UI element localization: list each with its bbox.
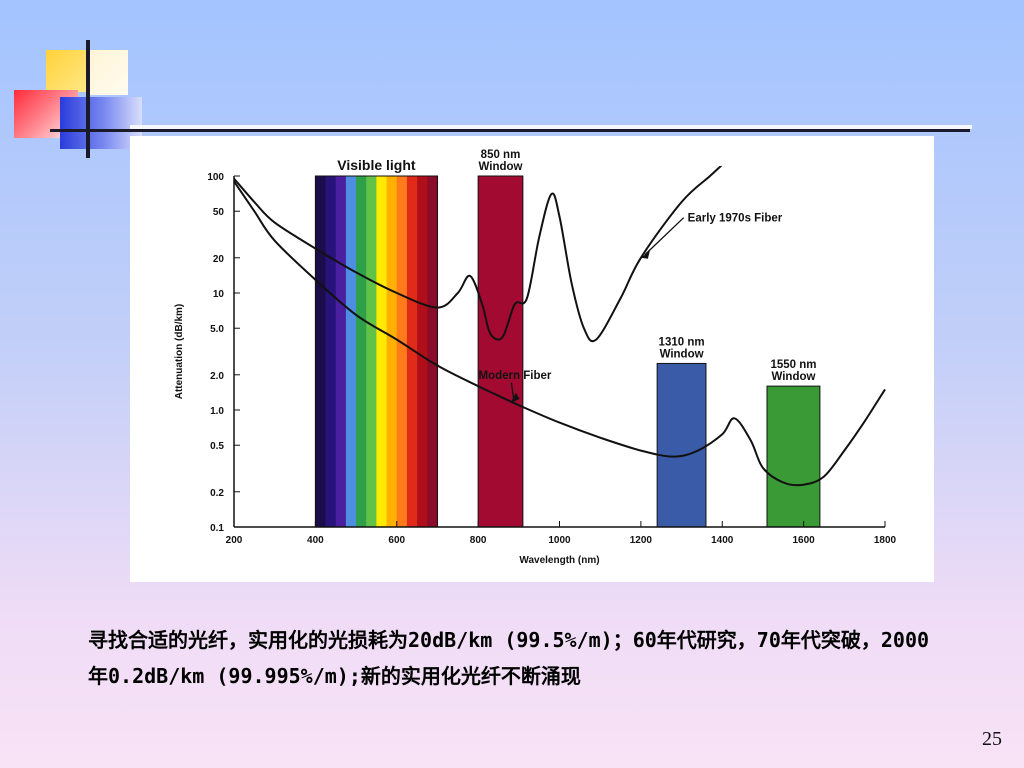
deco-blue-square [60,97,142,149]
x-tick-label: 200 [226,535,243,546]
window-band-label: 850 nm [481,149,521,161]
y-tick-label: 0.2 [210,488,224,499]
window-band-label: 1310 nm [659,336,705,348]
y-axis-label: Attenuation (dB/km) [174,304,185,400]
visible-light-stripe [386,176,398,527]
y-tick-label: 1.0 [210,406,224,417]
x-tick-label: 1800 [874,535,897,546]
y-tick-label: 2.0 [210,371,224,382]
y-tick-label: 50 [213,207,225,218]
slide-number: 25 [982,728,1002,750]
visible-light-stripe [335,176,347,527]
window-band [766,385,821,528]
visible-light-stripe [406,176,418,527]
window-band [656,362,707,528]
early-1970s-fiber-arrow [644,217,685,256]
deco-vertical-rule [86,40,90,158]
window-band-label: Window [660,348,704,360]
x-axis-label: Wavelength (nm) [519,555,599,566]
slide-caption: 寻找合适的光纤，实用化的光损耗为20dB/km (99.5%/m)；60年代研究… [88,628,930,688]
deco-title-rule-highlight [130,125,972,129]
y-tick-label: 5.0 [210,324,224,335]
y-tick-label: 0.1 [210,523,224,534]
y-tick-label: 20 [213,254,225,265]
visible-light-stripe [345,176,357,527]
visible-light-stripe [427,176,439,527]
x-tick-label: 400 [307,535,324,546]
visible-light-stripe [356,176,367,527]
deco-title-rule [50,129,970,132]
window-band-label: Window [771,371,815,383]
visible-light-label: Visible light [337,157,416,173]
visible-light-stripe [325,176,337,527]
window-band [477,175,524,528]
deco-cream-square [90,50,128,95]
modern-fiber-arrowhead [510,392,520,403]
window-band-label: Window [479,161,523,173]
visible-light-stripe [396,176,408,527]
early-1970s-fiber-arrowhead [640,250,650,259]
x-tick-label: 600 [388,535,405,546]
y-tick-label: 0.5 [210,441,224,452]
deco-yellow-square [46,50,92,92]
window-band-label: 1550 nm [770,359,816,371]
early-1970s-fiber-curve [234,166,723,343]
early-1970s-fiber-label: Early 1970s Fiber [688,213,783,225]
visible-light-stripe [417,176,428,527]
chart-panel: Visible light 850 nm Window 1310 nm Window 15… [130,136,934,582]
modern-fiber-curve [234,180,886,487]
x-tick-label: 1400 [711,535,734,546]
modern-fiber-arrow [510,382,515,399]
visible-light-stripe [315,176,327,527]
x-tick-label: 800 [470,535,487,546]
visible-light-stripe [376,176,388,527]
visible-light-stripe [366,176,378,527]
y-tick-label: 100 [207,172,224,183]
y-tick-label: 10 [213,289,225,300]
x-tick-label: 1200 [630,535,653,546]
x-tick-label: 1600 [793,535,816,546]
x-tick-label: 1000 [548,535,571,546]
modern-fiber-label: Modern Fiber [479,370,552,382]
